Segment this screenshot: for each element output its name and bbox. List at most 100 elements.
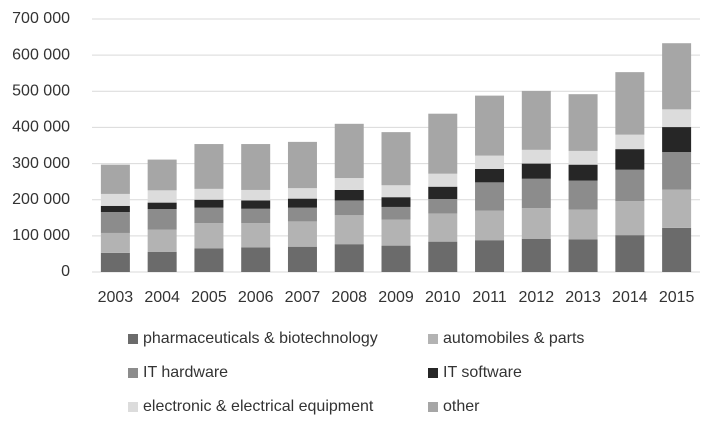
bar-segment bbox=[194, 223, 224, 249]
x-tick-label: 2007 bbox=[285, 289, 321, 306]
bar-segment bbox=[241, 247, 271, 272]
x-tick-label: 2005 bbox=[191, 289, 227, 306]
bar-segment bbox=[334, 178, 364, 190]
bar-segment bbox=[241, 189, 271, 201]
bar-segment bbox=[241, 200, 271, 209]
y-tick-label: 400 000 bbox=[12, 119, 70, 136]
bar-segment bbox=[334, 189, 364, 201]
bar-segment bbox=[147, 251, 177, 272]
bar-segment bbox=[521, 149, 551, 164]
bar-segment bbox=[521, 90, 551, 150]
bar-segment bbox=[615, 134, 645, 150]
x-tick-label: 2004 bbox=[144, 289, 180, 306]
bar-segment bbox=[100, 205, 130, 213]
bar-segment bbox=[615, 169, 645, 202]
bar-segment bbox=[381, 132, 411, 186]
bar-segment bbox=[568, 209, 598, 240]
bar-segment bbox=[147, 202, 177, 210]
bar-segment bbox=[100, 252, 130, 272]
legend-label: IT software bbox=[443, 364, 522, 381]
legend-label: electronic & electrical equipment bbox=[143, 398, 374, 415]
bar-segment bbox=[615, 201, 645, 236]
bar-segment bbox=[381, 219, 411, 246]
bar-segment bbox=[615, 72, 645, 135]
bar-segment bbox=[147, 229, 177, 252]
x-tick-label: 2009 bbox=[378, 289, 414, 306]
y-tick-label: 500 000 bbox=[12, 83, 70, 100]
bar-segment bbox=[241, 208, 271, 224]
bar-segment bbox=[475, 182, 505, 211]
bar-segment bbox=[147, 159, 177, 191]
y-tick-label: 200 000 bbox=[12, 191, 70, 208]
bar-segment bbox=[381, 197, 411, 207]
bar-segment bbox=[334, 200, 364, 216]
bar-segment bbox=[381, 206, 411, 220]
bar-segment bbox=[381, 185, 411, 198]
bar-segment bbox=[100, 212, 130, 233]
bar-segment bbox=[615, 235, 645, 272]
bar-segment bbox=[428, 241, 458, 272]
bar-segment bbox=[381, 245, 411, 272]
x-tick-label: 2010 bbox=[425, 289, 461, 306]
x-tick-label: 2012 bbox=[519, 289, 555, 306]
bar-segment bbox=[100, 232, 130, 253]
bar-segment bbox=[334, 244, 364, 272]
bar-segment bbox=[100, 164, 130, 194]
x-tick-label: 2013 bbox=[565, 289, 601, 306]
x-tick-label: 2006 bbox=[238, 289, 274, 306]
bar-segment bbox=[475, 240, 505, 272]
bar-segment bbox=[615, 149, 645, 170]
bar-segment bbox=[241, 223, 271, 248]
legend-swatch bbox=[428, 402, 438, 412]
bar-segment bbox=[662, 109, 692, 128]
bar-segment bbox=[521, 208, 551, 239]
bar-segment bbox=[521, 178, 551, 209]
bar-segment bbox=[147, 190, 177, 203]
bar-segment bbox=[194, 207, 224, 224]
bar-segment bbox=[287, 198, 317, 208]
bar-segment bbox=[475, 155, 505, 169]
bar-segment bbox=[287, 246, 317, 272]
legend-label: other bbox=[443, 398, 480, 415]
bar-segment bbox=[287, 141, 317, 189]
bar-segment bbox=[147, 209, 177, 230]
bar-segment bbox=[662, 152, 692, 190]
y-tick-label: 300 000 bbox=[12, 155, 70, 172]
y-tick-label: 600 000 bbox=[12, 46, 70, 63]
bar-segment bbox=[287, 188, 317, 199]
y-tick-label: 100 000 bbox=[12, 227, 70, 244]
bar-segment bbox=[662, 189, 692, 228]
x-tick-label: 2003 bbox=[98, 289, 134, 306]
bar-segment bbox=[241, 144, 271, 190]
legend-swatch bbox=[128, 402, 138, 412]
bar-segment bbox=[521, 163, 551, 179]
bar-segment bbox=[194, 199, 224, 208]
bar-segment bbox=[475, 95, 505, 156]
bar-segment bbox=[568, 180, 598, 210]
bar-segment bbox=[428, 198, 458, 214]
x-tick-label: 2014 bbox=[612, 289, 648, 306]
bar-segment bbox=[568, 239, 598, 272]
bar-segment bbox=[100, 193, 130, 206]
bar-segment bbox=[334, 215, 364, 245]
bar-segment bbox=[662, 127, 692, 153]
legend-label: IT hardware bbox=[143, 364, 228, 381]
bar-segment bbox=[428, 186, 458, 199]
x-tick-label: 2008 bbox=[331, 289, 367, 306]
bar-segment bbox=[334, 123, 364, 179]
bar-segment bbox=[287, 207, 317, 222]
x-tick-label: 2015 bbox=[659, 289, 695, 306]
bar-segment bbox=[428, 113, 458, 174]
legend-swatch bbox=[428, 368, 438, 378]
y-tick-label: 0 bbox=[61, 263, 70, 280]
bar-segment bbox=[521, 238, 551, 272]
legend-swatch bbox=[128, 334, 138, 344]
bar-segment bbox=[428, 173, 458, 187]
bar-segment bbox=[568, 150, 598, 165]
bar-segment bbox=[194, 144, 224, 189]
legend-label: pharmaceuticals & biotechnology bbox=[143, 330, 378, 347]
bar-segment bbox=[568, 164, 598, 181]
bar-segment bbox=[662, 43, 692, 110]
bar-segment bbox=[287, 221, 317, 247]
